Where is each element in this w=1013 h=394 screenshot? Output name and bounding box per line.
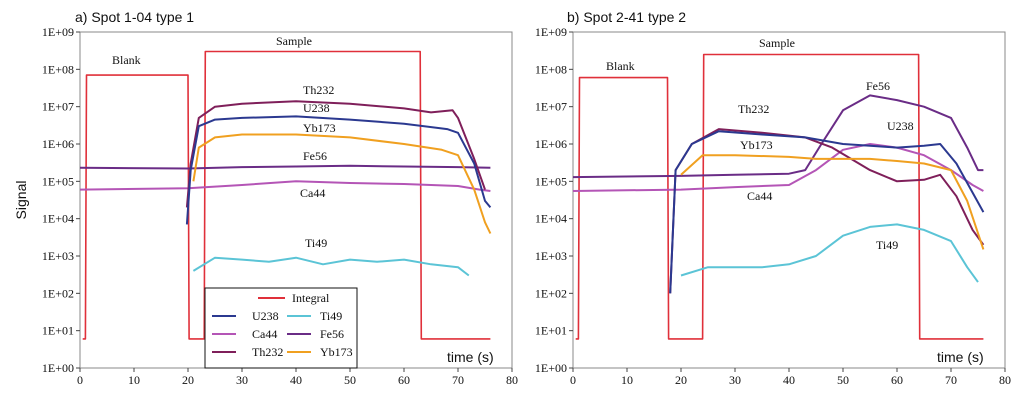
panel-a-annotation-ti49: Ti49 [305, 236, 327, 250]
panel-b-xtick-label: 70 [945, 373, 957, 387]
panel-a-xtick-label: 40 [290, 373, 302, 387]
legend-label-yb173: Yb173 [320, 345, 353, 359]
panel-b-ytick-label: 1E+02 [535, 286, 567, 300]
panel-a-xtick-label: 50 [344, 373, 356, 387]
legend-label-th232: Th232 [252, 345, 283, 359]
panel-b-series-u238 [669, 130, 985, 294]
panel-a-ytick-label: 1E+06 [42, 137, 74, 151]
panel-a-xtick-label: 30 [236, 373, 248, 387]
panel-b-ytick-label: 1E+04 [535, 212, 567, 226]
panel-b-xtick-label: 20 [675, 373, 687, 387]
panel-a-series-ti49 [192, 256, 470, 277]
panel-a-xtick-label: 80 [506, 373, 518, 387]
panel-b-xtick-label: 60 [891, 373, 903, 387]
panel-b-ytick-label: 1E+08 [535, 62, 567, 76]
panel-b-annotation-ti49: Ti49 [876, 238, 898, 252]
panel-a-annotation-u238: U238 [303, 101, 330, 115]
panel-a-series-fe56 [79, 164, 491, 170]
panel-a-annotation-fe56: Fe56 [303, 149, 327, 163]
panel-a-ytick-label: 1E+09 [42, 25, 74, 39]
panel-b: b) Spot 2-41 type 2 1E+00 1E+01 1E+02 1E+03… [535, 9, 1011, 387]
panel-a-annotation-blank: Blank [112, 53, 141, 67]
panel-b-series-fe56 [572, 94, 984, 179]
panel-a-ytick-label: 1E+07 [42, 100, 74, 114]
panel-b-x-ticks: 0 10 20 30 40 50 60 70 80 [570, 368, 1011, 387]
panel-b-y-ticks: 1E+00 1E+01 1E+02 1E+03 1E+04 1E+05 1E+06 1E+07… [535, 25, 573, 375]
panel-a-xlabel: time (s) [447, 349, 494, 365]
legend-label-ti49: Ti49 [320, 309, 342, 323]
panel-b-annotation-sample: Sample [759, 36, 795, 50]
panel-a-ytick-label: 1E+02 [42, 286, 74, 300]
panel-b-ytick-label: 1E+01 [535, 324, 567, 338]
panel-b-xtick-label: 10 [621, 373, 633, 387]
panel-b-annotation-yb173: Yb173 [740, 138, 773, 152]
panel-a-ytick-label: 1E+05 [42, 174, 74, 188]
panel-a-annotation-yb173: Yb173 [303, 121, 336, 135]
y-axis-label: Signal [13, 181, 29, 220]
panel-b-annotation-u238: U238 [887, 119, 914, 133]
panel-a-ytick-label: 1E+03 [42, 249, 74, 263]
panel-a-series-ca44 [79, 180, 491, 192]
legend-label-fe56: Fe56 [320, 327, 344, 341]
panel-a-x-ticks: 0 10 20 30 40 50 60 70 80 [77, 368, 518, 387]
panel-a-annotation-ca44: Ca44 [300, 186, 325, 200]
panel-a-ytick-label: 1E+08 [42, 62, 74, 76]
panel-b-xlabel: time (s) [937, 349, 984, 365]
legend-label-integral: Integral [292, 291, 330, 305]
panel-a-xtick-label: 10 [128, 373, 140, 387]
panel-a-title: a) Spot 1-04 type 1 [75, 9, 194, 25]
panel-b-plot-frame [572, 31, 1006, 369]
panel-b-annotation-th232: Th232 [738, 102, 769, 116]
panel-a-series-yb173 [192, 133, 492, 234]
legend-label-ca44: Ca44 [252, 327, 277, 341]
panel-b-series-th232 [669, 128, 985, 294]
panel-b-series-ti49 [680, 223, 979, 283]
panel-b-xtick-label: 0 [570, 373, 576, 387]
panel-a-series [79, 50, 492, 340]
panel-b-series-integral [575, 53, 984, 340]
panel-a-series-integral [82, 50, 491, 340]
panel-b-series-ca44 [572, 143, 984, 192]
panel-a-ytick-label: 1E+01 [42, 324, 74, 338]
panel-b-ytick-label: 1E+07 [535, 100, 567, 114]
panel-a-ytick-label: 1E+00 [42, 361, 74, 375]
panel-b-series [572, 53, 985, 340]
panel-b-series-yb173 [680, 154, 985, 250]
panel-b-xtick-label: 50 [837, 373, 849, 387]
panel-b-xtick-label: 80 [999, 373, 1011, 387]
panel-b-ytick-label: 1E+03 [535, 249, 567, 263]
panel-a-annotation-th232: Th232 [303, 83, 334, 97]
panel-a-xtick-label: 70 [452, 373, 464, 387]
panel-a-ytick-label: 1E+04 [42, 212, 74, 226]
panel-b-title: b) Spot 2-41 type 2 [567, 9, 686, 25]
panel-b-annotation-fe56: Fe56 [866, 79, 890, 93]
panel-a-y-ticks: 1E+00 1E+01 1E+02 1E+03 1E+04 1E+05 1E+06 1E+07… [42, 25, 80, 375]
panel-a-xtick-label: 20 [182, 373, 194, 387]
panel-a-series-u238 [185, 115, 492, 225]
panel-b-ytick-label: 1E+00 [535, 361, 567, 375]
legend-label-u238: U238 [252, 309, 279, 323]
panel-a-xtick-label: 0 [77, 373, 83, 387]
panel-a-annotation-sample: Sample [276, 34, 312, 48]
panel-b-xtick-label: 40 [783, 373, 795, 387]
panel-b-annotation-ca44: Ca44 [747, 189, 772, 203]
panel-b-xtick-label: 30 [729, 373, 741, 387]
legend-box [204, 287, 358, 369]
panel-b-ytick-label: 1E+06 [535, 137, 567, 151]
panel-b-ytick-label: 1E+05 [535, 174, 567, 188]
panel-a-series-th232 [185, 100, 486, 208]
panel-b-ytick-label: 1E+09 [535, 25, 567, 39]
legend: Integral U238 Ti49 Ca44 Fe56 Th232 Yb173 [204, 287, 358, 369]
panel-a: a) Spot 1-04 type 1 1E+00 1E+01 1E+02 1E+03… [42, 9, 518, 387]
panel-b-annotation-blank: Blank [606, 59, 635, 73]
panel-a-xtick-label: 60 [398, 373, 410, 387]
